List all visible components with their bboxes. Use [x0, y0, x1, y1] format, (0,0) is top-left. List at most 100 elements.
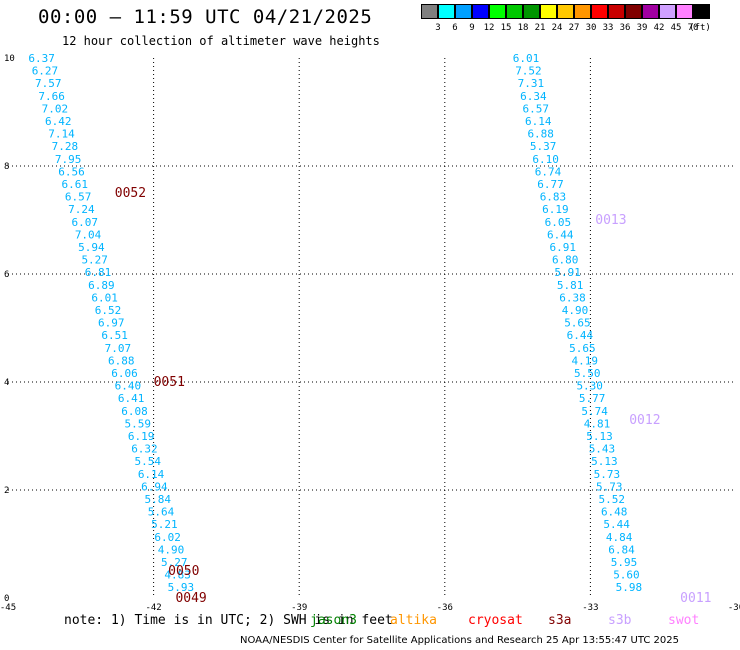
wave-height-value: 7.95	[55, 153, 82, 166]
wave-height-value: 5.44	[603, 518, 630, 531]
legend-label: 33	[602, 23, 614, 33]
wave-height-value: 6.34	[520, 90, 547, 103]
wave-height-value: 6.41	[118, 392, 145, 405]
wave-height-value: 7.57	[35, 77, 62, 90]
wave-height-value: 6.51	[101, 329, 128, 342]
x-tick-label: -36	[437, 603, 453, 613]
wave-height-value: 6.83	[540, 191, 567, 204]
wave-height-value: 5.59	[125, 417, 151, 430]
legend-swatch	[625, 4, 642, 19]
wave-height-value: 6.10	[532, 153, 559, 166]
note-text: note: 1) Time is in UTC; 2) SWH is in fe…	[64, 613, 393, 628]
footer-credit: NOAA/NESDIS Center for Satellite Applica…	[240, 635, 679, 646]
wave-height-value: 6.48	[601, 506, 628, 519]
wave-height-value: 6.81	[85, 266, 112, 279]
wave-height-value: 4.84	[606, 531, 633, 544]
wave-height-value: 5.21	[151, 518, 178, 531]
pass-id-label: 0011	[680, 591, 711, 606]
legend-swatch	[540, 4, 557, 19]
wave-height-value: 6.56	[58, 165, 84, 178]
legend-label: 42	[653, 23, 665, 33]
pass-id-label: 0013	[595, 213, 626, 228]
satellite-legend-item: jason3	[310, 613, 357, 628]
legend-label: 27	[568, 23, 580, 33]
wave-height-value: 6.32	[131, 443, 158, 456]
wave-height-value: 6.44	[547, 228, 574, 241]
legend-swatch	[608, 4, 625, 19]
legend-swatch	[438, 4, 455, 19]
wave-height-value: 6.57	[523, 102, 550, 115]
satellite-legend-item: cryosat	[468, 613, 523, 628]
legend-label: 18	[517, 23, 529, 33]
wave-height-value: 5.54	[135, 455, 162, 468]
y-tick-label: 6	[4, 270, 9, 280]
legend-label: 30	[585, 23, 597, 33]
legend-swatch	[642, 4, 659, 19]
wave-height-value: 5.98	[616, 581, 643, 594]
x-tick-label: -30	[728, 603, 740, 613]
legend-label: 15	[500, 23, 512, 33]
legend-label: 21	[534, 23, 546, 33]
wave-height-value: 5.27	[161, 556, 188, 569]
pass-id-label: 0050	[168, 564, 199, 579]
wave-height-value: 4.81	[584, 417, 611, 430]
wave-height-value: 4.19	[572, 354, 599, 367]
wave-height-value: 6.37	[28, 52, 55, 65]
wave-height-value: 5.50	[574, 367, 601, 380]
x-tick-label: -42	[145, 603, 161, 613]
wave-height-value: 6.07	[71, 216, 98, 229]
wave-height-value: 6.88	[527, 128, 554, 141]
legend-label: 3	[435, 23, 441, 33]
wave-height-values: 6.376.277.577.667.026.427.147.287.956.56…	[28, 52, 642, 594]
wave-height-value: 6.06	[111, 367, 137, 380]
legend-label: 70	[687, 23, 699, 33]
wave-height-value: 6.05	[545, 216, 572, 229]
wave-height-value: 6.77	[537, 178, 564, 191]
wave-height-value: 4.83	[164, 569, 191, 582]
wave-height-value: 5.77	[579, 392, 606, 405]
x-tick-label: -39	[291, 603, 307, 613]
legend-swatch	[523, 4, 540, 19]
wave-height-value: 7.14	[48, 128, 75, 141]
wave-height-value: 6.01	[513, 52, 540, 65]
wave-height-value: 6.52	[95, 304, 122, 317]
x-tick-label: -45	[0, 603, 16, 613]
axis-ticks: -45 -42 -39 -36 -33 -30 0 2 4 6 8 10	[0, 54, 740, 613]
satellite-legend-item: altika	[390, 613, 437, 628]
wave-height-value: 5.52	[598, 493, 625, 506]
wave-height-value: 7.31	[518, 77, 545, 90]
legend-swatch	[455, 4, 472, 19]
wave-height-value: 5.30	[576, 380, 603, 393]
wave-height-value: 6.02	[154, 531, 181, 544]
wave-height-value: 5.13	[586, 430, 613, 443]
wave-height-value: 5.74	[581, 405, 608, 418]
wave-height-value: 6.44	[567, 329, 594, 342]
wave-height-value: 6.74	[535, 165, 562, 178]
wave-height-value: 6.89	[88, 279, 115, 292]
legend-label: 45	[670, 23, 682, 33]
legend-swatch	[421, 4, 438, 19]
wave-height-value: 5.73	[594, 468, 621, 481]
wave-height-value: 5.73	[596, 480, 623, 493]
wave-height-value: 5.27	[81, 254, 108, 267]
wave-height-value: 5.60	[613, 569, 640, 582]
y-tick-label: 2	[4, 486, 9, 496]
wave-height-value: 5.93	[168, 581, 195, 594]
legend-unit: (ft)	[689, 23, 711, 33]
legend-swatch	[676, 4, 693, 19]
wave-height-value: 6.38	[559, 291, 586, 304]
y-tick-label: 0	[4, 594, 9, 604]
wave-height-value: 7.07	[105, 342, 132, 355]
wave-height-value: 4.90	[562, 304, 589, 317]
wave-height-value: 6.08	[121, 405, 148, 418]
legend-swatch	[659, 4, 676, 19]
wave-height-value: 6.84	[608, 543, 635, 556]
wave-height-value: 5.94	[78, 241, 105, 254]
wave-height-value: 6.19	[128, 430, 155, 443]
legend-label: 24	[551, 23, 563, 33]
pass-id-label: 0049	[175, 591, 206, 606]
wave-height-value: 5.65	[564, 317, 591, 330]
wave-height-value: 6.14	[525, 115, 552, 128]
wave-height-value: 6.88	[108, 354, 135, 367]
